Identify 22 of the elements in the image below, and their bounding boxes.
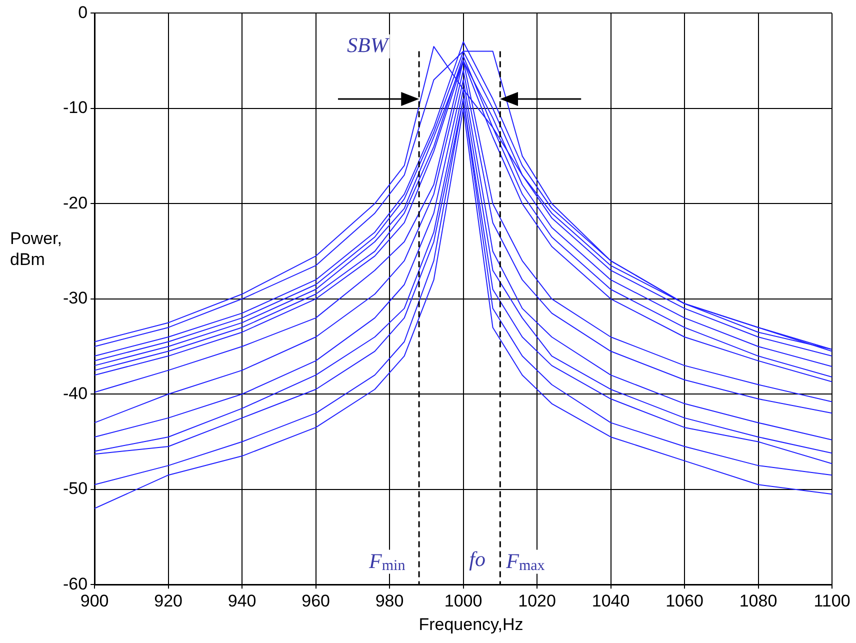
annotation: fo (469, 547, 486, 572)
y-tick-label: 0 (78, 2, 88, 22)
x-tick-label: 1080 (739, 591, 778, 610)
x-tick-label: 940 (228, 591, 256, 610)
x-tick-label: 1060 (666, 591, 704, 610)
x-axis-title: Frequency,Hz (418, 615, 524, 635)
x-tick-label: 1020 (518, 591, 556, 610)
x-tick-label: 980 (375, 591, 404, 610)
annotation: SBW (347, 32, 390, 57)
x-tick-label: 1040 (592, 591, 630, 610)
x-tick-label: 920 (154, 591, 182, 610)
x-tick-label: 1100 (814, 591, 850, 610)
x-tick-label: 960 (302, 591, 330, 610)
y-tick-label: -30 (62, 288, 88, 308)
y-tick-label: -50 (62, 479, 88, 498)
y-tick-label: -40 (62, 384, 88, 403)
x-tick-label: 1000 (444, 591, 482, 610)
x-tick-label: 900 (80, 591, 109, 610)
y-tick-label: -20 (62, 193, 88, 212)
y-axis-title: Power, dBm (10, 228, 63, 270)
y-tick-label: -60 (62, 574, 88, 594)
y-tick-label: -10 (62, 98, 88, 118)
